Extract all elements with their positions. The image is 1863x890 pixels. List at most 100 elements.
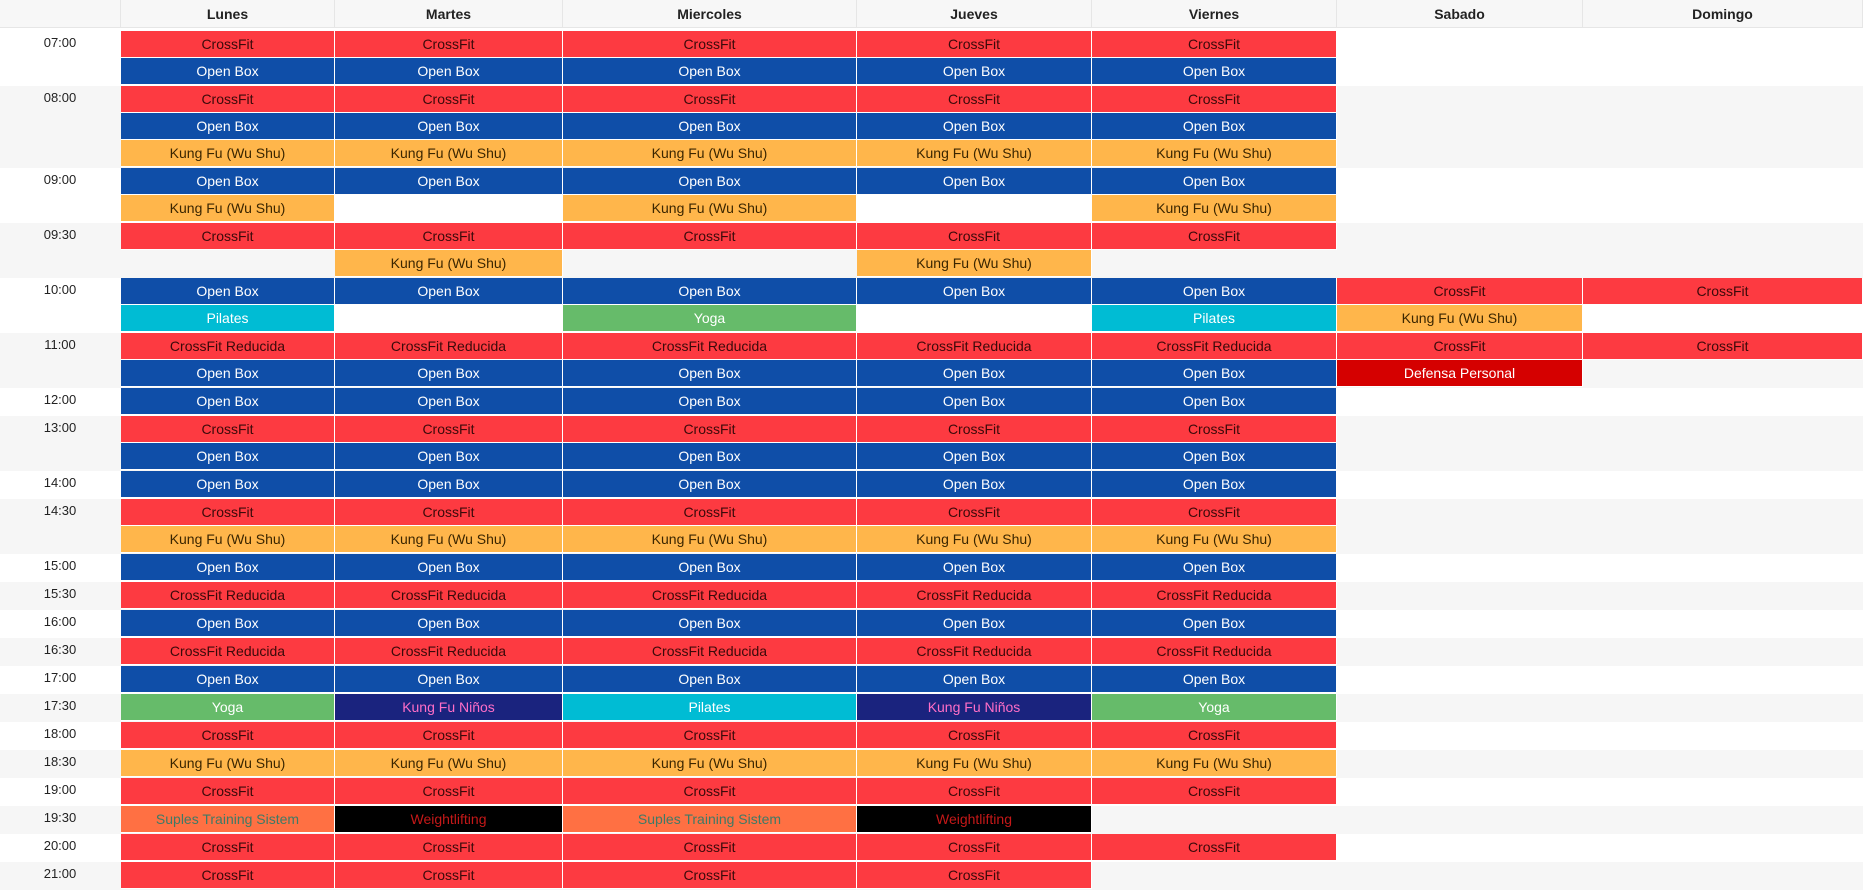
class-event-open-box[interactable]: Open Box [1092, 610, 1337, 637]
class-event-crossfit[interactable]: CrossFit [335, 834, 563, 861]
class-event-crossfit[interactable]: CrossFit [563, 86, 857, 113]
class-event-kung-fu-ninos[interactable]: Kung Fu Niños [335, 694, 563, 721]
class-event-crossfit[interactable]: CrossFit [335, 862, 563, 889]
class-event-crossfit[interactable]: CrossFit [1583, 278, 1863, 305]
class-event-open-box[interactable]: Open Box [121, 168, 335, 195]
class-event-crossfit-reducida[interactable]: CrossFit Reducida [1092, 638, 1337, 665]
class-event-open-box[interactable]: Open Box [563, 278, 857, 305]
class-event-open-box[interactable]: Open Box [563, 58, 857, 85]
class-event-crossfit[interactable]: CrossFit [857, 31, 1092, 58]
class-event-kung-fu-wu-shu[interactable]: Kung Fu (Wu Shu) [1092, 750, 1337, 777]
class-event-open-box[interactable]: Open Box [121, 58, 335, 85]
class-event-open-box[interactable]: Open Box [335, 610, 563, 637]
class-event-crossfit-reducida[interactable]: CrossFit Reducida [121, 333, 335, 360]
class-event-crossfit[interactable]: CrossFit [1092, 778, 1337, 805]
class-event-yoga[interactable]: Yoga [1092, 694, 1337, 721]
class-event-crossfit[interactable]: CrossFit [857, 834, 1092, 861]
class-event-crossfit[interactable]: CrossFit [335, 223, 563, 250]
class-event-crossfit[interactable]: CrossFit [857, 223, 1092, 250]
class-event-open-box[interactable]: Open Box [857, 113, 1092, 140]
class-event-crossfit[interactable]: CrossFit [121, 499, 335, 526]
class-event-crossfit[interactable]: CrossFit [1092, 223, 1337, 250]
class-event-weightlifting[interactable]: Weightlifting [857, 806, 1092, 833]
class-event-kung-fu-wu-shu[interactable]: Kung Fu (Wu Shu) [335, 140, 563, 167]
class-event-kung-fu-wu-shu[interactable]: Kung Fu (Wu Shu) [121, 195, 335, 222]
class-event-crossfit[interactable]: CrossFit [563, 416, 857, 443]
class-event-crossfit[interactable]: CrossFit [335, 86, 563, 113]
class-event-open-box[interactable]: Open Box [335, 58, 563, 85]
class-event-open-box[interactable]: Open Box [857, 610, 1092, 637]
class-event-kung-fu-wu-shu[interactable]: Kung Fu (Wu Shu) [1092, 195, 1337, 222]
class-event-open-box[interactable]: Open Box [857, 58, 1092, 85]
class-event-suples-training-sistem[interactable]: Suples Training Sistem [563, 806, 857, 833]
class-event-kung-fu-wu-shu[interactable]: Kung Fu (Wu Shu) [335, 526, 563, 553]
class-event-suples-training-sistem[interactable]: Suples Training Sistem [121, 806, 335, 833]
class-event-crossfit[interactable]: CrossFit [335, 31, 563, 58]
class-event-crossfit[interactable]: CrossFit [1092, 416, 1337, 443]
class-event-kung-fu-wu-shu[interactable]: Kung Fu (Wu Shu) [1092, 140, 1337, 167]
class-event-crossfit[interactable]: CrossFit [121, 834, 335, 861]
class-event-crossfit-reducida[interactable]: CrossFit Reducida [121, 638, 335, 665]
class-event-kung-fu-wu-shu[interactable]: Kung Fu (Wu Shu) [857, 526, 1092, 553]
class-event-crossfit[interactable]: CrossFit [857, 416, 1092, 443]
class-event-crossfit-reducida[interactable]: CrossFit Reducida [1092, 582, 1337, 609]
class-event-crossfit[interactable]: CrossFit [121, 416, 335, 443]
class-event-crossfit[interactable]: CrossFit [563, 862, 857, 889]
class-event-open-box[interactable]: Open Box [335, 443, 563, 470]
class-event-kung-fu-wu-shu[interactable]: Kung Fu (Wu Shu) [857, 140, 1092, 167]
class-event-open-box[interactable]: Open Box [857, 554, 1092, 581]
class-event-crossfit[interactable]: CrossFit [563, 778, 857, 805]
class-event-crossfit[interactable]: CrossFit [335, 416, 563, 443]
class-event-crossfit[interactable]: CrossFit [121, 31, 335, 58]
class-event-open-box[interactable]: Open Box [563, 610, 857, 637]
class-event-crossfit[interactable]: CrossFit [857, 862, 1092, 889]
class-event-open-box[interactable]: Open Box [857, 388, 1092, 415]
class-event-kung-fu-wu-shu[interactable]: Kung Fu (Wu Shu) [121, 526, 335, 553]
class-event-crossfit-reducida[interactable]: CrossFit Reducida [1092, 333, 1337, 360]
class-event-crossfit[interactable]: CrossFit [857, 778, 1092, 805]
class-event-open-box[interactable]: Open Box [563, 554, 857, 581]
class-event-open-box[interactable]: Open Box [857, 666, 1092, 693]
class-event-open-box[interactable]: Open Box [1092, 666, 1337, 693]
class-event-kung-fu-wu-shu[interactable]: Kung Fu (Wu Shu) [121, 750, 335, 777]
class-event-open-box[interactable]: Open Box [121, 443, 335, 470]
class-event-open-box[interactable]: Open Box [857, 360, 1092, 387]
class-event-yoga[interactable]: Yoga [121, 694, 335, 721]
class-event-open-box[interactable]: Open Box [563, 388, 857, 415]
class-event-kung-fu-wu-shu[interactable]: Kung Fu (Wu Shu) [857, 750, 1092, 777]
class-event-weightlifting[interactable]: Weightlifting [335, 806, 563, 833]
class-event-crossfit-reducida[interactable]: CrossFit Reducida [857, 638, 1092, 665]
class-event-open-box[interactable]: Open Box [335, 666, 563, 693]
class-event-crossfit-reducida[interactable]: CrossFit Reducida [121, 582, 335, 609]
class-event-open-box[interactable]: Open Box [335, 388, 563, 415]
class-event-crossfit-reducida[interactable]: CrossFit Reducida [563, 582, 857, 609]
class-event-kung-fu-wu-shu[interactable]: Kung Fu (Wu Shu) [563, 195, 857, 222]
class-event-crossfit[interactable]: CrossFit [1583, 333, 1863, 360]
class-event-open-box[interactable]: Open Box [335, 113, 563, 140]
class-event-crossfit-reducida[interactable]: CrossFit Reducida [335, 333, 563, 360]
class-event-open-box[interactable]: Open Box [121, 610, 335, 637]
class-event-crossfit[interactable]: CrossFit [857, 499, 1092, 526]
class-event-open-box[interactable]: Open Box [121, 666, 335, 693]
class-event-open-box[interactable]: Open Box [121, 554, 335, 581]
class-event-open-box[interactable]: Open Box [1092, 360, 1337, 387]
class-event-open-box[interactable]: Open Box [857, 443, 1092, 470]
class-event-crossfit-reducida[interactable]: CrossFit Reducida [563, 333, 857, 360]
class-event-crossfit[interactable]: CrossFit [857, 86, 1092, 113]
class-event-crossfit[interactable]: CrossFit [563, 499, 857, 526]
class-event-crossfit[interactable]: CrossFit [335, 778, 563, 805]
class-event-yoga[interactable]: Yoga [563, 305, 857, 332]
class-event-open-box[interactable]: Open Box [335, 471, 563, 498]
class-event-kung-fu-wu-shu[interactable]: Kung Fu (Wu Shu) [1092, 526, 1337, 553]
class-event-crossfit[interactable]: CrossFit [563, 722, 857, 749]
class-event-open-box[interactable]: Open Box [121, 471, 335, 498]
class-event-open-box[interactable]: Open Box [1092, 113, 1337, 140]
class-event-crossfit-reducida[interactable]: CrossFit Reducida [857, 582, 1092, 609]
class-event-crossfit[interactable]: CrossFit [1092, 499, 1337, 526]
class-event-pilates[interactable]: Pilates [563, 694, 857, 721]
class-event-open-box[interactable]: Open Box [563, 666, 857, 693]
class-event-open-box[interactable]: Open Box [1092, 443, 1337, 470]
class-event-crossfit[interactable]: CrossFit [121, 223, 335, 250]
class-event-kung-fu-wu-shu[interactable]: Kung Fu (Wu Shu) [563, 140, 857, 167]
class-event-open-box[interactable]: Open Box [1092, 58, 1337, 85]
